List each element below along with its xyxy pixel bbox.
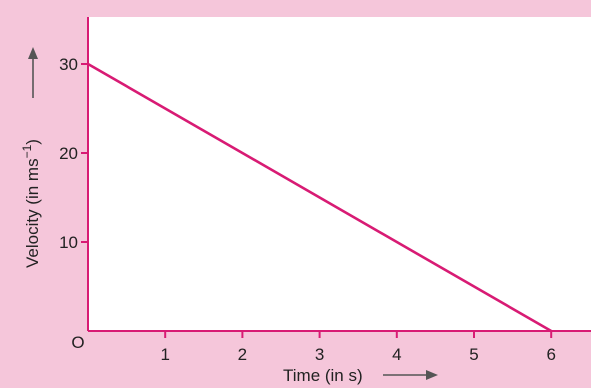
series-group: [87, 62, 552, 333]
x-tick-label-3: 3: [315, 345, 324, 364]
origin-label: O: [71, 333, 84, 352]
y-tick-label-20: 20: [59, 144, 78, 163]
axes: [87, 17, 591, 332]
y-axis-title-sup: −1: [20, 144, 34, 158]
y-axis-title: Velocity (in ms−1): [20, 139, 42, 268]
x-tick-label-5: 5: [469, 345, 478, 364]
x-tick-label-2: 2: [238, 345, 247, 364]
x-axis-arrow-icon: [383, 370, 438, 380]
y-axis-title-main: Velocity (in ms: [23, 158, 42, 268]
plot-area: [88, 17, 591, 331]
x-tick-label-6: 6: [546, 345, 555, 364]
y-tick-label-30: 30: [59, 55, 78, 74]
y-axis-arrow-icon: [28, 47, 38, 98]
series-line-0: [87, 62, 552, 333]
x-axis-title: Time (in s): [283, 366, 363, 385]
y-tick-label-10: 10: [59, 233, 78, 252]
ticks: [81, 63, 553, 338]
tick-labels: 1 2 3 4 5 6 10 20 30: [59, 55, 556, 364]
y-axis-title-end: ): [23, 139, 42, 145]
x-tick-label-1: 1: [160, 345, 169, 364]
x-tick-label-4: 4: [392, 345, 401, 364]
